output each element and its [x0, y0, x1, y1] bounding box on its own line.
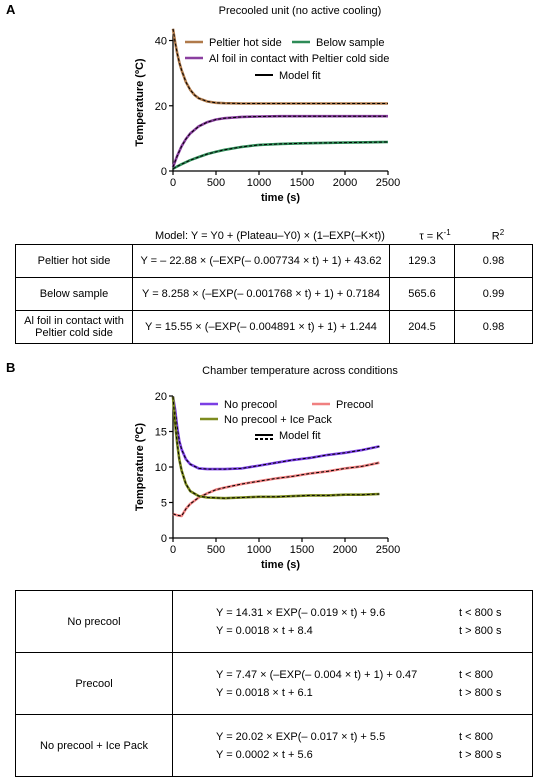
x-tick-label: 1000 [247, 544, 271, 556]
y-tick-label: 10 [155, 462, 167, 474]
row-r2: 0.99 [454, 277, 533, 311]
row-equations: Y = 7.47 × (–EXP(– 0.004 × t) + 1) + 0.4… [172, 652, 533, 715]
model-fit-line-1 [172, 141, 389, 170]
x-tick-label: 1500 [290, 177, 314, 189]
table-row: No precool + Ice Pack Y = 20.02 × EXP(– … [15, 714, 533, 777]
row-condition: t < 800 [459, 668, 493, 681]
chart-b-title: Chamber temperature across conditions [202, 365, 398, 377]
series-line-1 [172, 461, 380, 518]
row-equation: Y = 15.55 × (–EXP(– 0.004891 × t) + 1) +… [132, 310, 390, 344]
model-fit-line-1 [172, 462, 380, 517]
legend-label-3: Model fit [279, 70, 321, 82]
chart-b: 0 500 1000 1500 2000 2500 0 5 10 15 20 time (s) Temp… [134, 391, 400, 571]
y-axis-label: Temperature (ºC) [134, 423, 146, 511]
row-tau: 565.6 [389, 277, 455, 311]
row-label: No precool + Ice Pack [15, 714, 173, 777]
x-tick-label: 0 [170, 177, 176, 189]
y-tick-label: 20 [155, 391, 167, 403]
series-line-1 [172, 140, 389, 170]
x-axis-label: time (s) [261, 192, 300, 204]
row-label: Precool [15, 652, 173, 715]
x-tick-label: 0 [170, 544, 176, 556]
panel-letter-a: A [6, 2, 16, 17]
x-tick-label: 2000 [333, 544, 357, 556]
row-equation: Y = 8.258 × (–EXP(– 0.001768 × t) + 1) +… [132, 277, 390, 311]
table-row: Below sample Y = 8.258 × (–EXP(– 0.00176… [15, 277, 533, 311]
y-tick-label: 20 [155, 101, 167, 113]
legend-label-1: Below sample [316, 37, 384, 49]
model-table-a: Peltier hot side Y = – 22.88 × (–EXP(– 0… [15, 244, 533, 344]
x-tick-label: 2500 [376, 177, 400, 189]
legend-label-2: No precool + Ice Pack [224, 414, 332, 426]
y-tick-label: 0 [161, 533, 167, 545]
row-condition: t > 800 s [459, 686, 502, 699]
table-a-model-header: Model: Y = Y0 + (Plateau–Y0) × (1–EXP(–K… [155, 230, 385, 242]
row-r2: 0.98 [454, 244, 533, 278]
model-table-b: No precool Y = 14.31 × EXP(– 0.019 × t) … [15, 590, 533, 777]
y-tick-label: 5 [161, 498, 167, 510]
y-axis-label: Temperature (ºC) [134, 58, 146, 146]
model-fit-line-2 [172, 115, 388, 168]
row-label: Al foil in contact with Peltier cold sid… [15, 310, 133, 344]
row-equation: Y = 0.0002 × t + 5.6 [216, 748, 313, 761]
table-row: Precool Y = 7.47 × (–EXP(– 0.004 × t) + … [15, 652, 533, 715]
row-condition: t > 800 s [459, 624, 502, 637]
row-equation: Y = – 22.88 × (–EXP(– 0.007734 × t) + 1)… [132, 244, 390, 278]
row-condition: t < 800 s [459, 606, 502, 619]
row-label: Peltier hot side [15, 244, 133, 278]
y-tick-label: 15 [155, 427, 167, 439]
model-fit-line-2 [172, 396, 380, 499]
y-tick-label: 0 [161, 166, 167, 178]
x-tick-label: 500 [207, 544, 225, 556]
series-line-2 [171, 396, 380, 500]
row-tau: 129.3 [389, 244, 455, 278]
model-fit-line-0 [172, 396, 380, 470]
legend-label-2: Al foil in contact with Peltier cold sid… [209, 53, 389, 65]
x-tick-label: 1000 [247, 177, 271, 189]
table-a-tau-header: τ = K-1 [419, 228, 451, 243]
row-r2: 0.98 [454, 310, 533, 344]
row-equation: Y = 20.02 × EXP(– 0.017 × t) + 5.5 [216, 730, 386, 743]
row-equations: Y = 20.02 × EXP(– 0.017 × t) + 5.5 t < 80… [172, 714, 533, 777]
x-tick-label: 500 [207, 177, 225, 189]
row-condition: t < 800 [459, 730, 493, 743]
panel-letter-b: B [6, 360, 16, 375]
x-tick-label: 1500 [290, 544, 314, 556]
row-equations: Y = 14.31 × EXP(– 0.019 × t) + 9.6 t < 80… [172, 590, 533, 653]
x-tick-label: 2000 [333, 177, 357, 189]
table-row: No precool Y = 14.31 × EXP(– 0.019 × t) … [15, 590, 533, 653]
x-axis-label: time (s) [261, 559, 300, 571]
row-tau: 204.5 [389, 310, 455, 344]
chart-a-title: Precooled unit (no active cooling) [218, 5, 382, 17]
legend-label-1: Precool [336, 399, 373, 411]
legend-label-0: No precool [224, 399, 277, 411]
table-a-r2-header: R2 [491, 228, 505, 243]
row-label: No precool [15, 590, 173, 653]
legend-label-0: Peltier hot side [209, 37, 282, 49]
x-tick-label: 2500 [376, 544, 400, 556]
legend-label-3: Model fit [279, 430, 321, 442]
chart-a: 0 500 1000 1500 2000 2500 0 20 40 time (s) Tempera… [134, 28, 400, 204]
table-row: Al foil in contact with Peltier cold sid… [15, 310, 533, 344]
model-fit-line-0 [172, 28, 388, 104]
row-condition: t > 800 s [459, 748, 502, 761]
row-equation: Y = 14.31 × EXP(– 0.019 × t) + 9.6 [216, 606, 386, 619]
table-row: Peltier hot side Y = – 22.88 × (–EXP(– 0… [15, 244, 533, 278]
row-equation: Y = 7.47 × (–EXP(– 0.004 × t) + 1) + 0.4… [216, 668, 418, 681]
row-equation: Y = 0.0018 × t + 8.4 [216, 624, 313, 637]
y-tick-label: 40 [155, 36, 167, 48]
row-equation: Y = 0.0018 × t + 6.1 [216, 686, 313, 699]
row-label: Below sample [15, 277, 133, 311]
